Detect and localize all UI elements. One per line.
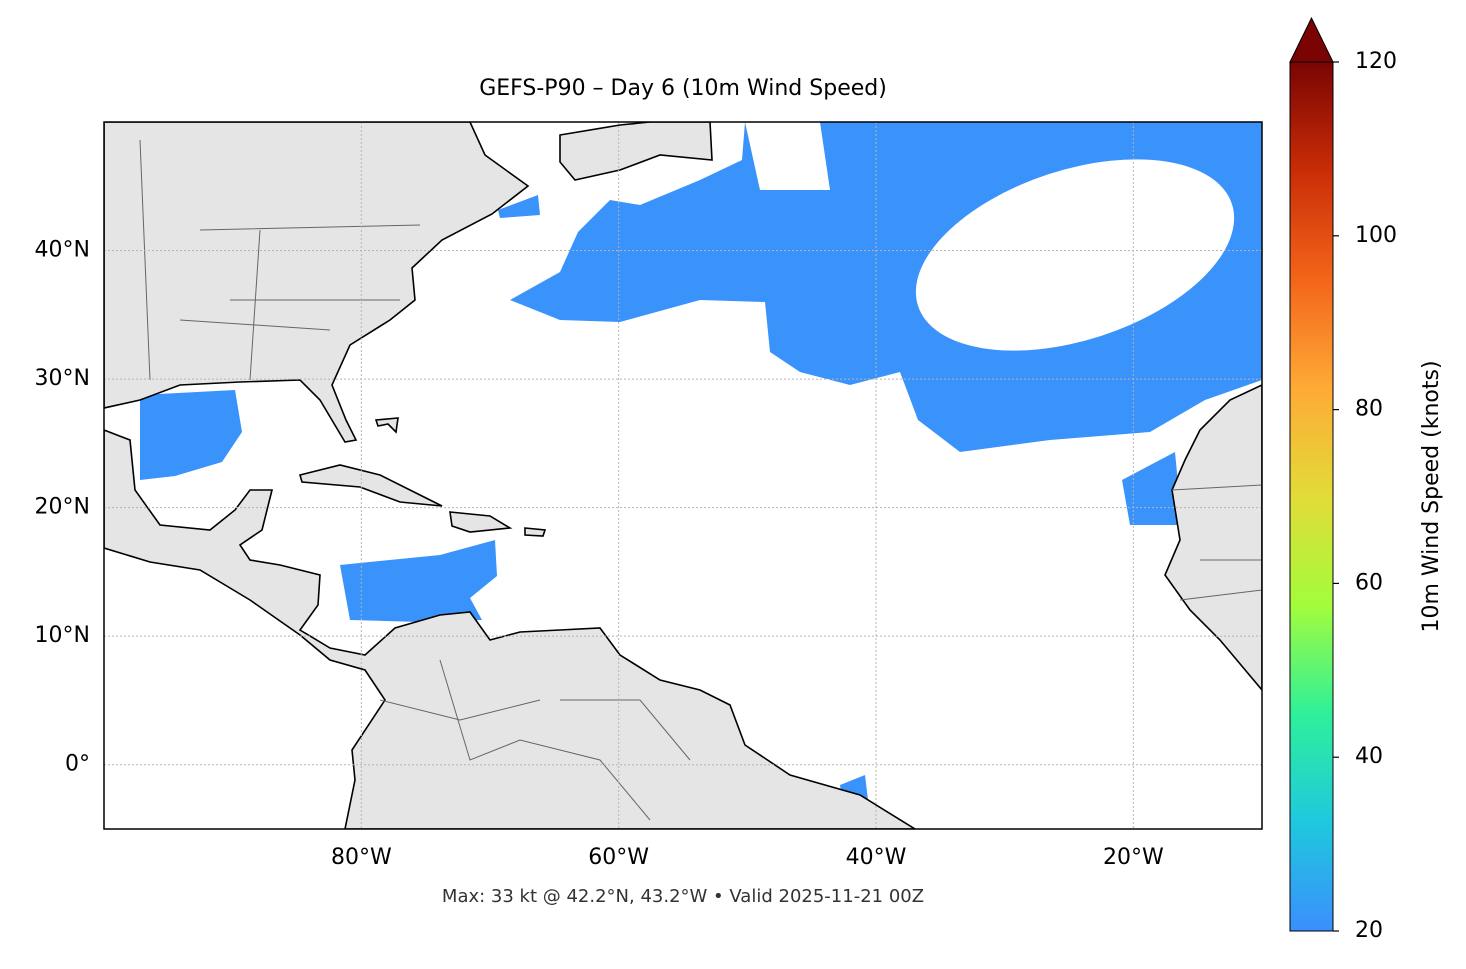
y-tick-label: 30°N [35,366,90,391]
x-tick-label: 40°W [846,845,907,870]
title: GEFS-P90 – Day 6 (10m Wind Speed) [479,76,887,101]
puerto-rico [524,527,547,537]
x-tick-label: 60°W [588,845,649,870]
hispaniola [449,511,513,533]
colorbar-gradient [1289,61,1334,932]
map-layer [104,122,1262,829]
y-tick-label: 20°N [35,495,90,520]
africa [1164,384,1262,692]
colorbar-tick-label: 120 [1355,49,1397,74]
colorbar-label: 10m Wind Speed (knots) [1419,360,1444,632]
footer: Max: 33 kt @ 42.2°N, 43.2°W • Valid 2025… [442,886,924,907]
plot-frame [103,121,1263,830]
bahamas [374,417,399,434]
colorbar-tick-label: 100 [1355,223,1397,248]
y-tick-label: 0° [65,752,90,777]
canada-maritimes [559,122,713,181]
cuba [299,464,443,507]
colorbar-extension [1289,16,1334,63]
x-tick-label: 80°W [331,845,392,870]
y-tick-label: 10°N [35,623,90,648]
colorbar-tick-label: 40 [1355,744,1383,769]
axes: 80°W 60°W 40°W 20°W 0° 10°N 20°N 30°N 40°N [35,122,1262,870]
colorbar-tick-label: 20 [1355,918,1383,943]
x-tick-label: 20°W [1103,845,1164,870]
colorbar-tick-label: 60 [1355,570,1383,595]
colorbar-tick-label: 80 [1355,397,1383,422]
north-america [104,122,530,443]
central-south-america [104,429,917,829]
colorbar: 20 40 60 80 100 120 10m Wind Speed (knots) [1289,16,1444,943]
y-tick-label: 40°N [35,238,90,263]
